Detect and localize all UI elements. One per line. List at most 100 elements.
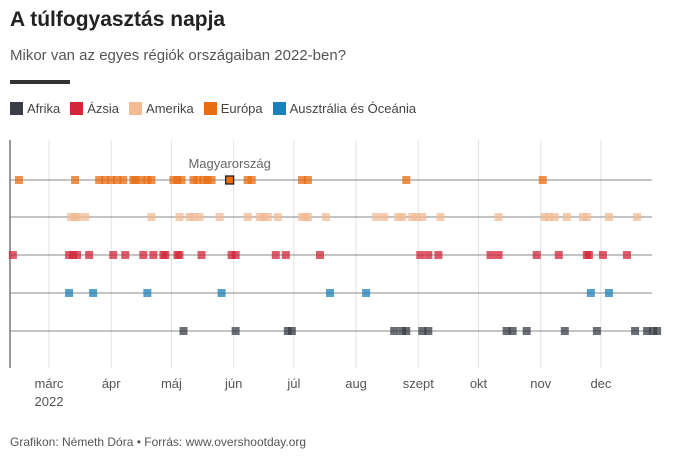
data-point: [65, 251, 74, 259]
data-point: [73, 251, 82, 259]
data-point: [139, 251, 148, 259]
data-point: [73, 213, 82, 221]
data-point: [584, 251, 593, 259]
chart-title: A túlfogyasztás napja: [10, 8, 226, 31]
data-point: [143, 289, 152, 297]
data-point: [147, 176, 156, 184]
data-point: [633, 213, 642, 221]
data-point: [89, 289, 98, 297]
title-accent-bar: [10, 80, 70, 84]
x-tick-label: máj: [161, 376, 182, 391]
data-point: [398, 213, 407, 221]
data-point: [522, 327, 531, 335]
x-tick-label: márc: [35, 376, 64, 391]
data-point: [101, 176, 110, 184]
legend-swatch: [10, 102, 23, 115]
data-point: [560, 327, 569, 335]
data-point: [372, 213, 381, 221]
data-point: [623, 251, 632, 259]
data-point: [402, 176, 411, 184]
legend: Afrika Ázsia Amerika Európa Ausztrália é…: [10, 101, 416, 116]
chart-subtitle: Mikor van az egyes régiók országaiban 20…: [10, 47, 347, 64]
data-point: [217, 289, 226, 297]
legend-item-amerika: Amerika: [129, 101, 194, 116]
data-point: [215, 213, 224, 221]
x-year-label: 2022: [35, 394, 64, 409]
legend-item-azsia: Ázsia: [70, 101, 119, 116]
data-point: [502, 327, 511, 335]
x-tick-label: ápr: [102, 376, 121, 391]
data-point: [113, 176, 122, 184]
legend-swatch: [272, 102, 286, 115]
x-tick-label: nov: [530, 376, 551, 391]
data-point: [119, 176, 128, 184]
data-point: [149, 251, 158, 259]
data-point: [604, 289, 613, 297]
data-point: [263, 213, 272, 221]
legend-item-ausztralia: Ausztrália és Óceánia: [272, 101, 417, 116]
data-point: [604, 213, 613, 221]
data-point: [107, 176, 116, 184]
x-tick-label: okt: [470, 376, 488, 391]
data-point: [494, 213, 503, 221]
x-tick-label: dec: [590, 376, 611, 391]
legend-label: Amerika: [146, 101, 194, 116]
data-point: [173, 176, 182, 184]
source-credit: Grafikon: Németh Dóra • Forrás: www.over…: [10, 435, 307, 449]
data-point: [65, 289, 74, 297]
data-point: [321, 213, 330, 221]
data-point: [95, 176, 104, 184]
data-point: [259, 213, 268, 221]
data-point: [189, 213, 198, 221]
data-point: [436, 213, 445, 221]
data-point: [271, 251, 280, 259]
data-point: [586, 289, 595, 297]
data-point: [532, 251, 541, 259]
data-point: [554, 251, 563, 259]
data-point: [71, 176, 80, 184]
legend-swatch: [129, 102, 143, 115]
data-point: [562, 213, 571, 221]
data-point: [177, 176, 186, 184]
data-point: [416, 251, 425, 259]
data-point: [283, 327, 292, 335]
x-tick-label: szept: [403, 376, 434, 391]
data-point: [195, 213, 204, 221]
data-point: [185, 213, 194, 221]
legend-label: Európa: [220, 101, 263, 116]
data-point: [582, 213, 591, 221]
data-point: [418, 213, 427, 221]
data-point: [649, 327, 658, 335]
data-point: [231, 327, 240, 335]
data-point: [227, 251, 236, 259]
data-point: [653, 327, 662, 335]
data-point: [175, 251, 184, 259]
x-tick-label: aug: [345, 376, 367, 391]
data-point: [402, 327, 411, 335]
data-point: [578, 213, 587, 221]
legend-swatch: [203, 102, 217, 115]
data-point: [550, 213, 559, 221]
data-point: [147, 213, 156, 221]
strip-plot: márc ápr máj jún júl aug szept okt nov dec 2022 Mag…: [8, 140, 662, 409]
data-point: [390, 327, 399, 335]
legend-label: Afrika: [27, 101, 61, 116]
x-tick-label: júl: [286, 376, 300, 391]
data-point: [287, 327, 296, 335]
data-point: [14, 176, 23, 184]
data-point: [494, 251, 503, 259]
data-point: [424, 327, 433, 335]
legend-label: Ausztrália és Óceánia: [289, 101, 417, 116]
data-point: [544, 213, 553, 221]
data-point: [193, 176, 202, 184]
data-point: [69, 251, 78, 259]
data-point: [508, 327, 517, 335]
highlight-point: [224, 175, 235, 185]
data-point: [207, 176, 216, 184]
data-point: [85, 251, 94, 259]
data-point: [189, 176, 198, 184]
data-point: [243, 176, 252, 184]
data-point: [540, 213, 549, 221]
data-point: [131, 176, 140, 184]
data-point: [380, 213, 389, 221]
